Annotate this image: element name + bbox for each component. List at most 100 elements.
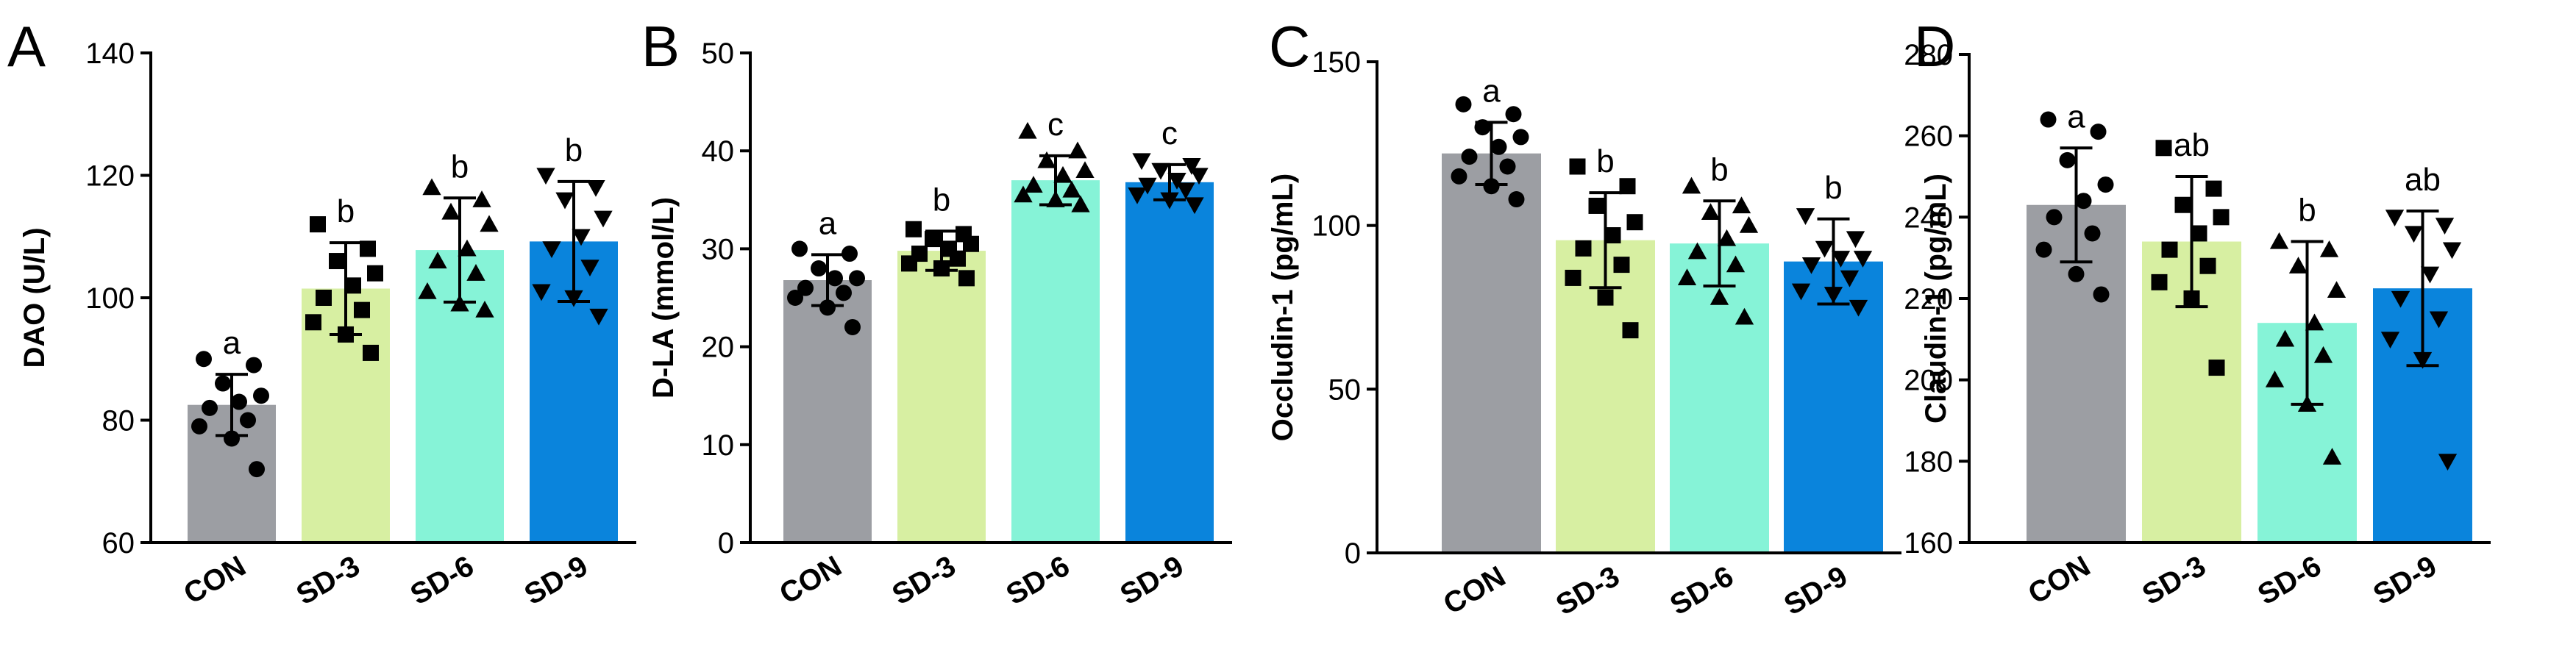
data-point <box>2288 257 2308 274</box>
y-tick-label: 160 <box>1904 527 1953 560</box>
data-point <box>925 231 941 248</box>
data-point <box>1791 283 1811 301</box>
y-tick-label: 20 <box>702 332 735 364</box>
y-tick-label: 50 <box>702 37 735 70</box>
data-point <box>1815 240 1835 258</box>
data-point <box>787 290 803 306</box>
x-tick-label: CON <box>775 550 847 611</box>
data-point <box>1569 158 1586 175</box>
data-point <box>191 418 207 435</box>
data-point <box>1071 195 1090 212</box>
data-point <box>418 282 437 299</box>
data-point <box>1483 178 1500 195</box>
y-tick-label: 0 <box>718 527 734 560</box>
x-tick-label: SD-9 <box>1779 560 1853 622</box>
chart-panel-b: B D-LA (mmol/L) a CON b SD-3 c SD-6 c SD-9 0 10 20 30… <box>641 14 1232 611</box>
data-point <box>2183 290 2200 307</box>
data-point <box>2199 257 2216 274</box>
data-point <box>1024 176 1043 193</box>
data-point <box>1622 322 1639 339</box>
data-point <box>1062 180 1081 198</box>
data-point <box>2161 241 2178 258</box>
data-point <box>475 301 494 318</box>
data-point <box>310 216 326 233</box>
bar-sd-9 <box>1125 182 1214 543</box>
data-point <box>1597 289 1614 306</box>
data-point <box>1846 231 1865 249</box>
significance-letter: b <box>933 182 950 218</box>
data-point <box>819 299 836 316</box>
y-tick-label: 150 <box>1312 46 1361 79</box>
data-point <box>1701 203 1721 220</box>
bar-con <box>783 280 872 543</box>
data-point <box>305 314 321 331</box>
data-point <box>329 253 345 270</box>
data-point <box>240 412 256 429</box>
data-point <box>849 270 865 287</box>
data-point <box>345 277 361 294</box>
data-point <box>580 260 599 277</box>
y-tick-label: 200 <box>1904 365 1953 397</box>
data-point <box>555 192 574 210</box>
data-point <box>2442 242 2462 260</box>
data-point <box>1053 165 1072 183</box>
data-point <box>532 284 551 301</box>
data-point <box>2313 346 2333 363</box>
data-point <box>901 255 917 272</box>
significance-letter: b <box>1824 170 1842 206</box>
data-point <box>1824 287 1843 304</box>
significance-letter: c <box>1161 115 1178 151</box>
data-point <box>458 239 477 257</box>
x-tick-label: CON <box>179 550 252 611</box>
chart-panel-a: A DAO (U/L) a CON b SD-3 b SD-6 b SD-9 60 80 100 120 1… <box>7 14 636 611</box>
data-point <box>1185 197 1204 215</box>
data-point <box>1588 197 1605 214</box>
data-point <box>827 270 843 287</box>
data-point <box>1046 190 1065 207</box>
data-point <box>1575 240 1592 257</box>
data-point <box>2084 225 2101 242</box>
data-point <box>360 240 376 257</box>
bar-con <box>1442 153 1541 553</box>
data-point <box>1128 187 1147 204</box>
data-point <box>1018 121 1037 139</box>
data-point <box>933 260 950 277</box>
data-point <box>1132 153 1151 171</box>
data-point <box>2413 351 2433 369</box>
chart-panel-c: C Occludin-1 (pg/mL) a CON b SD-3 b SD-6 b SD-9 0 5… <box>1267 14 1901 621</box>
data-point <box>1167 173 1186 190</box>
data-point <box>842 246 858 262</box>
data-point <box>2269 232 2289 249</box>
significance-letter: c <box>1047 107 1064 143</box>
data-point <box>1565 269 1581 286</box>
panel-label: B <box>641 14 680 79</box>
x-tick-label: CON <box>2023 550 2096 611</box>
y-tick-label: 100 <box>85 282 135 315</box>
y-tick-label: 220 <box>1904 283 1953 315</box>
data-point <box>2327 281 2346 299</box>
significance-letter: a <box>223 325 241 361</box>
data-point <box>2435 218 2455 235</box>
data-point <box>1014 185 1033 203</box>
data-point <box>1176 182 1195 200</box>
data-point <box>224 430 240 447</box>
data-point <box>950 250 966 267</box>
data-point <box>441 202 460 220</box>
data-point <box>1604 227 1621 244</box>
data-point <box>1831 251 1851 268</box>
y-tick-label: 240 <box>1904 201 1953 234</box>
data-point <box>791 240 808 257</box>
data-point <box>1189 168 1209 185</box>
data-point <box>2191 225 2207 242</box>
data-point <box>2075 193 2092 210</box>
x-tick-label: SD-6 <box>2252 550 2327 612</box>
data-point <box>2155 140 2172 157</box>
data-point <box>1801 257 1821 274</box>
x-tick-label: SD-3 <box>1551 560 1625 622</box>
data-point <box>1796 208 1815 225</box>
data-point <box>316 290 332 306</box>
data-point <box>797 279 814 296</box>
data-point <box>2420 266 2440 284</box>
data-point <box>963 235 979 252</box>
data-point <box>2322 448 2342 465</box>
